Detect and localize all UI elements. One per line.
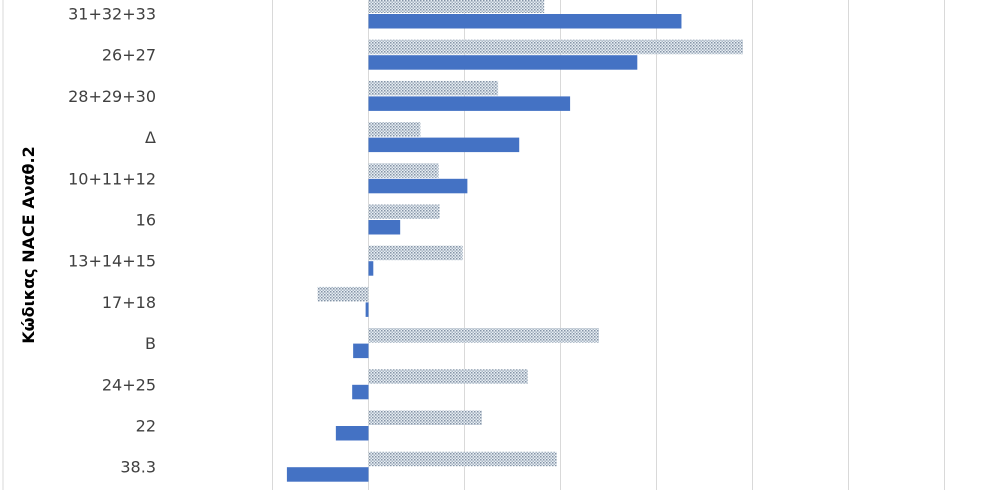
category-label-9: 24+25 [102,375,156,394]
category-label-8: B [145,334,156,353]
bar-solid-2 [368,96,571,111]
bar-dotted-7 [317,286,369,302]
bar-solid-7 [365,302,369,317]
bar-solid-0 [368,14,682,29]
bar-solid-5 [368,220,401,235]
bar-dotted-1 [368,39,743,55]
bar-solid-4 [368,178,468,194]
category-label-10: 22 [136,417,156,436]
category-label-11: 38.3 [120,458,156,477]
category-labels: 31+32+33 26+27 28+29+30 Δ 10+11+12 16 13+14+15… [68,5,156,477]
y-axis-title: Κώδικας NACE Αναθ.2 [19,146,38,343]
bar-dotted-9 [368,369,528,384]
bar-dotted-2 [368,80,499,96]
bar-dotted-10 [368,410,482,425]
bar-dotted-11 [368,451,557,467]
category-label-3: Δ [145,128,156,147]
bar-solid-8 [353,343,369,359]
category-label-1: 26+27 [102,46,156,65]
category-label-6: 13+14+15 [68,252,156,271]
bar-solid-11 [286,467,369,482]
bar-dotted-0 [368,0,545,13]
bar-dotted-3 [368,122,421,137]
bar-solid-6 [368,261,374,276]
category-label-7: 17+18 [102,293,156,312]
bar-dotted-8 [368,328,599,343]
category-label-4: 10+11+12 [68,169,156,188]
category-label-0: 31+32+33 [68,5,156,24]
category-label-5: 16 [136,211,156,230]
category-label-2: 28+29+30 [68,87,156,106]
bar-dotted-4 [368,163,439,178]
bar-solid-10 [335,426,369,441]
bar-dotted-6 [368,245,463,261]
bar-dotted-5 [368,204,440,219]
bar-solid-3 [368,137,520,153]
bars [286,0,743,482]
bar-solid-9 [352,384,369,400]
bar-solid-1 [368,55,638,70]
